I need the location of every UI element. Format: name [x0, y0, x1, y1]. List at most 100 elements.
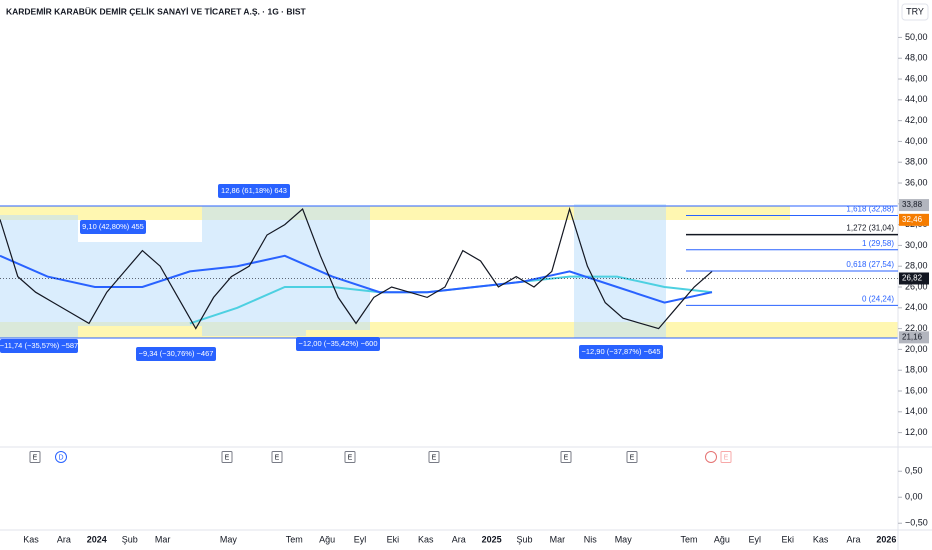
event-icon: [560, 451, 572, 463]
event-marker[interactable]: E: [271, 451, 283, 463]
measure-label-box: [579, 345, 663, 359]
x-tick-label: Eyl: [749, 534, 762, 544]
fib-label: 1,272 (31,04): [846, 224, 894, 233]
event-marker[interactable]: E: [626, 451, 638, 463]
event-icon: [626, 451, 638, 463]
measure-label-box: [0, 339, 78, 353]
x-tick-label: Ağu: [714, 534, 730, 544]
x-tick-label: Eki: [387, 534, 400, 544]
price-tag-label: 32,46: [902, 215, 923, 224]
event-icon: [720, 451, 732, 463]
y-tick-label: 12,00: [905, 427, 928, 437]
x-tick-label: May: [220, 534, 238, 544]
currency[interactable]: TRY: [906, 6, 924, 16]
event-icon: [344, 451, 356, 463]
price-tag-label: 33,88: [902, 200, 923, 209]
y-tick-label: 44,00: [905, 94, 928, 104]
y-tick-label: 28,00: [905, 261, 928, 271]
y-tick-label: 46,00: [905, 73, 928, 83]
event-marker[interactable]: E: [720, 451, 732, 463]
price-tag: [899, 272, 929, 285]
price-tag: [899, 199, 929, 212]
x-tick-label: Kas: [418, 534, 434, 544]
event-icon: [221, 451, 233, 463]
x-tick-label: Ağu: [319, 534, 335, 544]
measure-label: −11,74 (−35,57%) −587: [0, 341, 78, 350]
measure-label-box: [80, 220, 146, 234]
x-tick-label: 2025: [482, 534, 502, 544]
x-tick-label: Nis: [584, 534, 597, 544]
zones: [0, 204, 898, 339]
x-tick-label: Eki: [781, 534, 794, 544]
event-marker[interactable]: E: [344, 451, 356, 463]
x-tick-label: Kas: [23, 534, 39, 544]
y-tick-label: 36,00: [905, 177, 928, 187]
event-label: E: [724, 454, 729, 461]
event-marker[interactable]: E: [221, 451, 233, 463]
measure-label: −9,34 (−30,76%) −467: [139, 349, 214, 358]
measure-label-box: [218, 184, 290, 198]
y-tick-label: 18,00: [905, 365, 928, 375]
x-tick-label: Şub: [516, 534, 532, 544]
event-label: E: [564, 454, 569, 461]
x-tick-label: 2026: [876, 534, 896, 544]
price-tag: [899, 331, 929, 344]
y-tick-label: 38,00: [905, 157, 928, 167]
measure-label: 9,10 (42,80%) 455: [82, 222, 144, 231]
x-tick-label: Ara: [452, 534, 466, 544]
measure-label-box: [296, 337, 380, 351]
y-tick-label: 22,00: [905, 323, 928, 333]
x-tick-label: Şub: [122, 534, 138, 544]
indicator-tick-label: 0,00: [905, 492, 923, 502]
y-tick-label: 42,00: [905, 115, 928, 125]
x-tick-label: Eyl: [354, 534, 367, 544]
event-marker[interactable]: E: [560, 451, 572, 463]
fib-label: 1 (29,58): [862, 239, 894, 248]
event-label: D: [58, 454, 63, 461]
event-icon: [29, 451, 41, 463]
symbol-title: KARDEMİR KARABÜK DEMİR ÇELİK SANAYİ VE T…: [6, 6, 307, 16]
y-tick-label: 16,00: [905, 385, 928, 395]
event-marker[interactable]: E: [428, 451, 440, 463]
x-tick-label: Ara: [57, 534, 71, 544]
event-label: E: [348, 454, 353, 461]
measure-label-box: [136, 347, 216, 361]
y-tick-label: 14,00: [905, 406, 928, 416]
y-tick-label: 26,00: [905, 281, 928, 291]
y-tick-label: 24,00: [905, 302, 928, 312]
x-tick-label: Tem: [286, 534, 303, 544]
event-label: E: [33, 454, 38, 461]
y-tick-label: 40,00: [905, 136, 928, 146]
y-tick-label: 30,00: [905, 240, 928, 250]
event-icon: [55, 451, 67, 463]
currency-button[interactable]: [901, 3, 929, 21]
y-tick-label: 48,00: [905, 53, 928, 63]
price-tag-label: 21,16: [902, 332, 923, 341]
event-marker[interactable]: D: [55, 451, 67, 463]
event-label: E: [432, 454, 437, 461]
measure-label: −12,00 (−35,42%) −600: [298, 339, 377, 348]
indicator-tick-label: 0,50: [905, 466, 923, 476]
x-tick-label: Ara: [846, 534, 860, 544]
indicator-tick-label: −0,50: [905, 518, 928, 528]
x-tick-label: 2024: [87, 534, 107, 544]
fib-label: 0 (24,24): [862, 294, 894, 303]
measure-label: −12,90 (−37,87%) −645: [581, 347, 660, 356]
split-icon: [705, 451, 717, 463]
event-marker[interactable]: E: [29, 451, 41, 463]
event-icon: [271, 451, 283, 463]
measure-label: 12,86 (61,18%) 643: [221, 186, 287, 195]
x-tick-label: Mar: [155, 534, 171, 544]
fib-label: 0,618 (27,54): [846, 260, 894, 269]
event-label: E: [225, 454, 230, 461]
price-line: [0, 206, 713, 330]
event-label: E: [275, 454, 280, 461]
event-label: E: [630, 454, 635, 461]
x-tick-label: Kas: [813, 534, 829, 544]
x-tick-label: Mar: [550, 534, 566, 544]
x-tick-label: May: [615, 534, 633, 544]
y-tick-label: 50,00: [905, 32, 928, 42]
price-tag-label: 26,82: [902, 274, 923, 283]
price-tag: [899, 213, 929, 226]
